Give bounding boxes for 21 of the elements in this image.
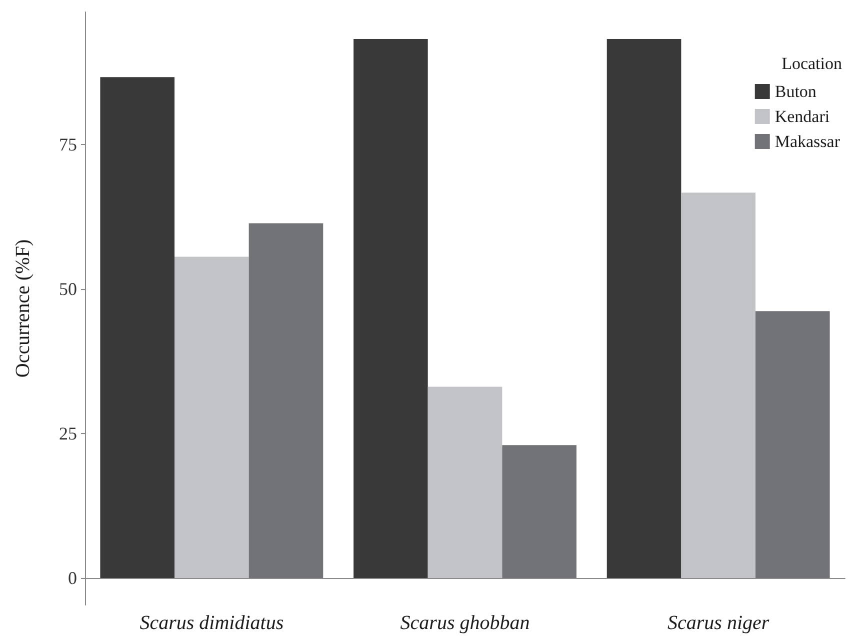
bar (606, 38, 682, 578)
bar (354, 38, 428, 578)
legend-title: Location (782, 54, 842, 73)
bar (681, 192, 756, 578)
y-tick-label: 75 (59, 134, 77, 155)
legend-label: Makassar (774, 132, 840, 151)
x-tick-label: Scarus dimidiatus (140, 612, 284, 634)
bar (502, 445, 576, 578)
bar (100, 77, 175, 578)
legend-label: Kendari (774, 107, 830, 126)
bar (248, 223, 324, 578)
bar (428, 386, 502, 578)
y-tick-label: 25 (59, 424, 77, 444)
y-tick-label: 50 (59, 279, 77, 300)
bar (755, 311, 830, 578)
bar (174, 256, 249, 578)
x-tick-label: Scarus ghobban (400, 612, 530, 634)
x-tick-label: Scarus niger (667, 612, 770, 634)
legend-label: Buton (774, 82, 817, 101)
y-axis-title: Occurrence (%F) (12, 239, 34, 378)
y-tick-label: 0 (68, 568, 77, 588)
